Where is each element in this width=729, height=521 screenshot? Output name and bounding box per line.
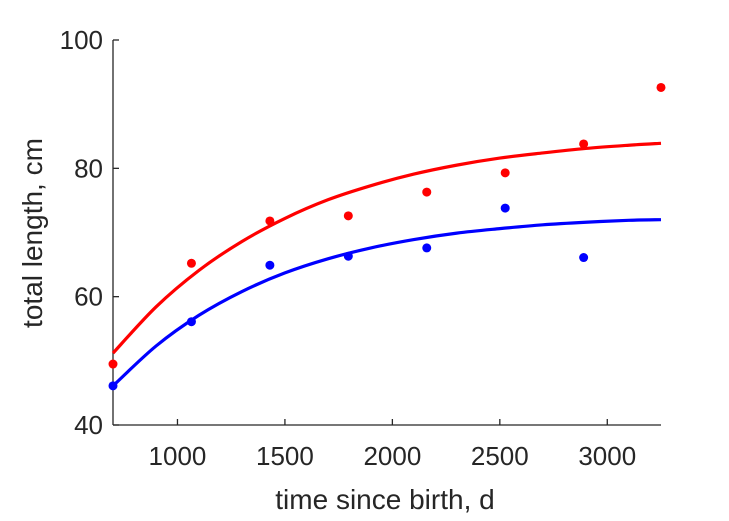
y-tick-label: 100 (60, 25, 103, 55)
y-tick-label: 80 (74, 153, 103, 183)
data-point-series-2 (265, 260, 275, 270)
data-point-series-1 (265, 216, 275, 226)
y-tick-label: 60 (74, 282, 103, 312)
data-point-series-2 (186, 317, 196, 327)
x-axis-label: time since birth, d (275, 484, 494, 515)
x-tick-label: 2500 (471, 441, 529, 471)
data-point-series-2 (422, 243, 432, 253)
data-point-series-2 (579, 253, 589, 263)
x-tick-label: 2000 (363, 441, 421, 471)
data-point-series-1 (343, 211, 353, 221)
x-tick-label: 1500 (256, 441, 314, 471)
data-points (108, 82, 666, 391)
data-point-series-2 (108, 381, 118, 391)
data-point-series-1 (500, 168, 510, 178)
data-point-series-2 (343, 251, 353, 261)
plot-axes (112, 39, 661, 426)
x-tick-label: 1000 (149, 441, 207, 471)
x-tick-label: 3000 (578, 441, 636, 471)
data-point-series-1 (186, 258, 196, 268)
data-point-series-2 (500, 203, 510, 213)
data-point-series-1 (579, 139, 589, 149)
fit-curves (111, 141, 662, 388)
data-point-series-1 (108, 359, 118, 369)
tick-labels: 1000 1500 2000 2500 3000 40 60 80 100 (60, 25, 637, 471)
y-tick-label: 40 (74, 410, 103, 440)
data-point-series-1 (656, 82, 666, 92)
data-point-series-1 (422, 187, 432, 197)
y-axis-label: total length, cm (17, 138, 48, 328)
fit-line-series-2 (111, 218, 662, 388)
fit-line-series-1 (111, 141, 662, 355)
